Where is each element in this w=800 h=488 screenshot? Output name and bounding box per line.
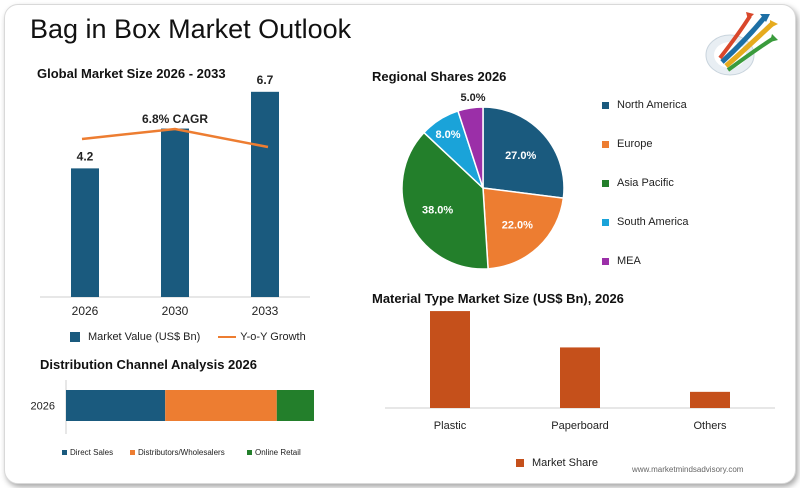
- distribution-legend-swatch: [130, 450, 135, 455]
- market-value-swatch: [70, 332, 80, 342]
- material-legend: Market Share: [516, 457, 598, 469]
- market-bar: [71, 168, 99, 297]
- distribution-chart: 2026: [31, 380, 314, 434]
- pie-slice: [457, 106, 484, 189]
- market-bar: [251, 91, 279, 297]
- growth-line-swatch: [218, 336, 237, 338]
- material-title: Material Type Market Size (US$ Bn), 2026: [372, 291, 624, 306]
- regional-legend-item: North America: [602, 99, 687, 111]
- regional-legend-label: Asia Pacific: [617, 177, 674, 189]
- market-size-legend: Market Value (US$ Bn) Y-o-Y Growth: [70, 331, 306, 343]
- regional-legend-label: North America: [617, 99, 687, 111]
- pie-slice: [482, 106, 565, 199]
- market-bar: [161, 128, 189, 297]
- pie-slice: [482, 187, 565, 270]
- distribution-legend-swatch: [247, 450, 252, 455]
- distribution-legend-label: Direct Sales: [70, 448, 114, 457]
- distribution-segment: [66, 390, 166, 421]
- regional-legend-item: South America: [602, 216, 689, 228]
- distribution-legend-item: Online Retail: [247, 448, 301, 457]
- material-legend-label: Market Share: [532, 457, 599, 469]
- distribution-legend-swatch: [62, 450, 67, 455]
- pie-value-label: 8.0%: [435, 129, 460, 141]
- pie-value-label: 27.0%: [505, 150, 536, 162]
- material-bar: [430, 311, 470, 408]
- market-category-label: 2033: [252, 304, 279, 318]
- market-category-label: 2030: [162, 304, 189, 318]
- regional-pie-chart: 27.0% 22.0% 38.0% 8.0% 5.0%: [401, 92, 565, 270]
- material-category-label: Paperboard: [551, 420, 609, 432]
- regional-legend-item: MEA: [602, 255, 641, 267]
- regional-legend-swatch: [602, 257, 609, 265]
- page-title: Bag in Box Market Outlook: [30, 14, 352, 44]
- material-chart: Plastic Paperboard Others: [385, 311, 775, 432]
- regional-shares-title: Regional Shares 2026: [372, 69, 507, 84]
- market-size-chart: 2026 4.2 2030 2033 6.7 6.8% CAGR: [40, 73, 310, 318]
- market-value-legend-label: Market Value (US$ Bn): [88, 331, 201, 343]
- material-swatch: [516, 459, 524, 467]
- distribution-legend-item: Direct Sales: [62, 448, 113, 457]
- market-data-label: 4.2: [77, 149, 94, 163]
- footer-url: www.marketmindsadvisory.com: [632, 465, 744, 474]
- regional-legend-item: Europe: [602, 138, 652, 150]
- regional-legend-swatch: [602, 140, 609, 148]
- regional-legend-swatch: [602, 179, 609, 187]
- distribution-segment: [276, 390, 314, 421]
- regional-legend-label: Europe: [617, 138, 653, 150]
- brand-logo: [705, 12, 778, 76]
- pie-value-label: 22.0%: [502, 220, 533, 232]
- regional-legend-swatch: [602, 101, 609, 109]
- material-bar: [690, 391, 730, 408]
- growth-legend-label: Y-o-Y Growth: [240, 331, 306, 343]
- regional-legend-label: South America: [617, 216, 689, 228]
- distribution-legend-label: Distributors/Wholesalers: [138, 448, 225, 457]
- distribution-title: Distribution Channel Analysis 2026: [40, 357, 257, 372]
- distribution-legend-item: Distributors/Wholesalers: [130, 448, 225, 457]
- market-size-title: Global Market Size 2026 - 2033: [37, 66, 226, 81]
- market-category-label: 2026: [72, 304, 99, 318]
- distribution-segment: [165, 390, 277, 421]
- material-category-label: Plastic: [434, 420, 467, 432]
- material-category-label: Others: [693, 420, 727, 432]
- regional-legend-label: MEA: [617, 255, 641, 267]
- cagr-annotation: 6.8% CAGR: [142, 112, 208, 126]
- material-bar: [560, 347, 600, 408]
- distribution-category-label: 2026: [31, 401, 55, 413]
- regional-legend-swatch: [602, 218, 609, 226]
- regional-legend-item: Asia Pacific: [602, 177, 674, 189]
- pie-value-label: 38.0%: [422, 204, 453, 216]
- distribution-legend-label: Online Retail: [255, 448, 301, 457]
- growth-line: [81, 127, 269, 149]
- pie-slice: [401, 131, 489, 270]
- pie-value-label: 5.0%: [460, 92, 485, 104]
- market-data-label: 6.7: [257, 73, 274, 87]
